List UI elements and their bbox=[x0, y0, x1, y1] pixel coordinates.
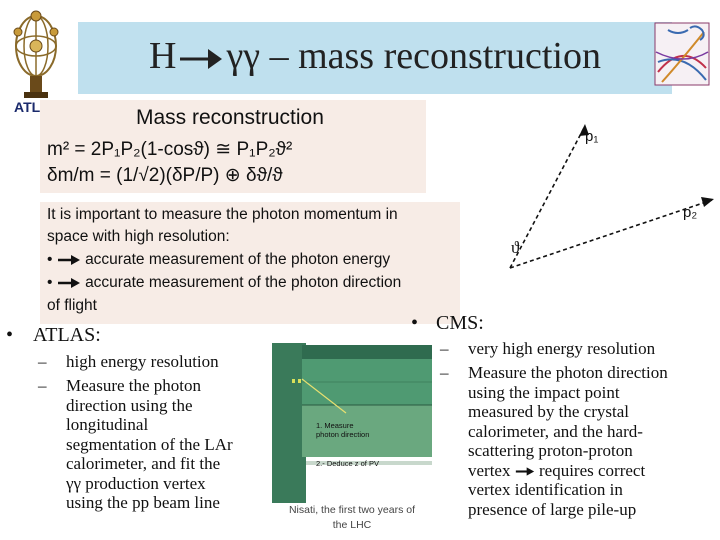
figure-caption-2: photon direction bbox=[316, 430, 370, 439]
resolution-formula: δm/m = (1/√2)(δP/P) ⊕ δϑ/ϑ bbox=[47, 165, 283, 186]
cms-bullet: • bbox=[411, 312, 419, 334]
cms-item-2: – Measure the photon direction using the… bbox=[440, 363, 718, 519]
dash: – bbox=[440, 363, 449, 382]
p1-vector bbox=[509, 125, 586, 269]
atlas-item-2-line: Measure the photon bbox=[66, 376, 202, 395]
importance-line-5: of flight bbox=[47, 297, 97, 314]
atlas-item-2-line: calorimeter, and fit the bbox=[66, 454, 221, 473]
importance-box: It is important to measure the photon mo… bbox=[40, 202, 460, 324]
title-band bbox=[78, 22, 672, 94]
footer-line-1: Nisati, the first two years of bbox=[288, 504, 416, 516]
cms-logo bbox=[654, 22, 710, 86]
cms-item-2-line: measured by the crystal bbox=[468, 402, 629, 421]
detector-figure-graphic bbox=[272, 343, 432, 503]
mass-reconstruction-box: Mass reconstruction m² = 2P₁P₂(1-cosϑ) ≅… bbox=[40, 100, 426, 193]
p2-label: p₂ bbox=[683, 204, 698, 221]
cms-item-1-text: very high energy resolution bbox=[468, 339, 656, 358]
cms-item-2-line: calorimeter, and the hard- bbox=[468, 421, 643, 441]
atlas-item-1: – high energy resolution bbox=[38, 352, 266, 372]
box-heading: Mass reconstruction bbox=[136, 106, 324, 129]
cms-item-2-line: scattering proton-proton bbox=[468, 441, 633, 460]
atlas-item-2-line: direction using the bbox=[66, 395, 193, 415]
p2-arrowhead bbox=[701, 197, 714, 207]
cms-item-2-line: presence of large pile-up bbox=[468, 499, 637, 519]
cms-item-2-line: Measure the photon direction bbox=[468, 363, 668, 382]
cms-vertex-word: vertex bbox=[468, 460, 511, 480]
footer-line-2: the LHC bbox=[332, 519, 372, 531]
right-arrow-icon bbox=[180, 49, 223, 70]
figure-caption-1: 1. Measure bbox=[316, 421, 354, 430]
figure-caption-3: 2.- Deduce z of PV bbox=[316, 459, 379, 468]
importance-line-3: • accurate measurement of the photon ene… bbox=[47, 250, 390, 270]
importance-line-4: • accurate measurement of the photon dir… bbox=[47, 273, 401, 293]
cms-heading: CMS: bbox=[436, 312, 484, 334]
bullet: • bbox=[47, 274, 53, 291]
dash: – bbox=[440, 339, 449, 358]
atlas-item-2: – Measure the photon direction using the… bbox=[38, 376, 276, 513]
right-arrow-icon bbox=[57, 254, 80, 265]
atlas-logo bbox=[13, 10, 59, 98]
cms-item-2-line-with-arrow: vertex requires correct bbox=[468, 461, 718, 481]
importance-line-2: space with high resolution: bbox=[47, 228, 230, 245]
p1-arrowhead bbox=[579, 124, 589, 136]
cms-item-2-line: vertex identification in bbox=[468, 480, 623, 499]
atlas-item-2-line: γγ production vertex bbox=[66, 473, 206, 493]
bullet: • bbox=[47, 251, 53, 268]
atlas-item-1-text: high energy resolution bbox=[66, 352, 219, 371]
atlas-item-2-line: segmentation of the LAr bbox=[66, 434, 233, 454]
cms-item-2-line: using the impact point bbox=[468, 382, 620, 402]
atlas-item-2-line: longitudinal bbox=[66, 415, 149, 434]
theta-label: ϑ bbox=[511, 238, 520, 257]
importance-line-1: It is important to measure the photon mo… bbox=[47, 206, 398, 223]
cms-requires-text: requires correct bbox=[538, 460, 646, 480]
title-gamma: γγ bbox=[226, 35, 261, 77]
atlas-bullet: • bbox=[6, 324, 14, 346]
title-right: – mass reconstruction bbox=[269, 35, 601, 77]
dash: – bbox=[38, 352, 47, 371]
cms-item-1: – very high energy resolution bbox=[440, 339, 718, 359]
atlas-heading: ATLAS: bbox=[33, 324, 101, 346]
footer: Nisati, the first two years of the LHC bbox=[268, 503, 436, 533]
dash: – bbox=[38, 376, 47, 395]
photon-decay-diagram bbox=[509, 124, 714, 269]
right-arrow-icon bbox=[515, 467, 534, 476]
p1-label: p₁ bbox=[585, 128, 599, 145]
p2-vector bbox=[509, 199, 713, 269]
importance-item-direction: accurate measurement of the photon direc… bbox=[85, 274, 402, 291]
atlas-item-2-line: using the pp beam line bbox=[66, 493, 220, 512]
importance-item-energy: accurate measurement of the photon energ… bbox=[85, 251, 391, 268]
detector-figure: 1. Measure photon direction 2.- Deduce z… bbox=[272, 343, 432, 503]
right-arrow-icon bbox=[57, 277, 80, 288]
mass-formula: m² = 2P₁P₂(1-cosϑ) ≅ P₁P₂ϑ² bbox=[47, 139, 293, 160]
title-left: H bbox=[149, 35, 177, 77]
